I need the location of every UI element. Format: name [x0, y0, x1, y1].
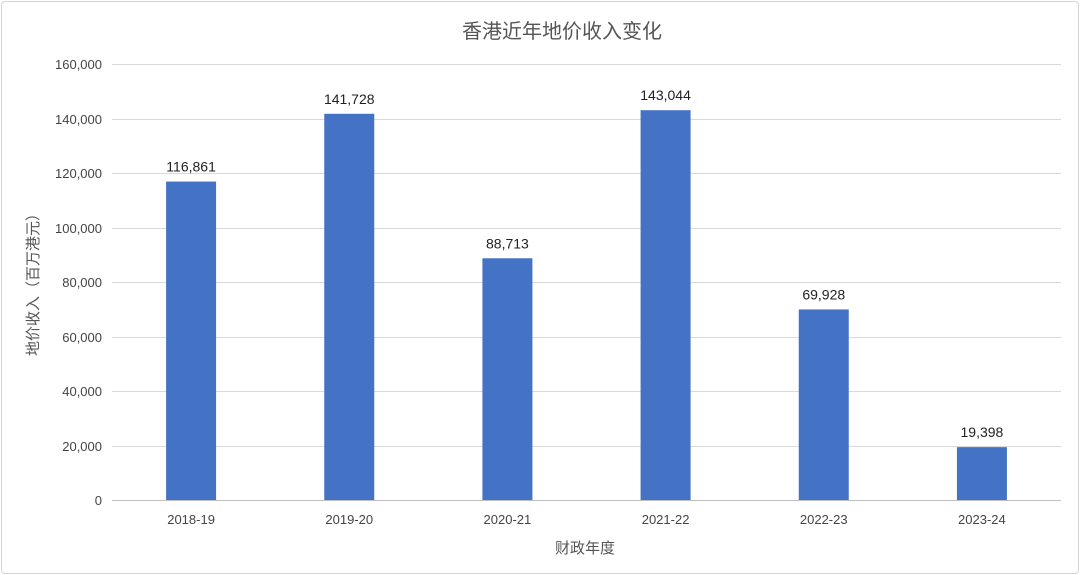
data-label: 69,928: [802, 286, 845, 302]
y-tick-label: 20,000: [62, 439, 102, 454]
x-tick-label: 2019-20: [325, 512, 373, 527]
y-tick-label: 160,000: [55, 57, 102, 72]
y-tick-labels: 0 20,000 40,000 60,000 80,000 100,000 120,000 1…: [55, 57, 102, 508]
bar-2019-20: [324, 113, 375, 500]
gridlines: [112, 64, 1061, 501]
x-tick-labels: 2018-19 2019-20 2020-21 2021-22 2022-23 2023-…: [167, 512, 1006, 527]
data-label: 88,713: [486, 235, 529, 251]
bar-2023-24: [956, 447, 1007, 500]
y-axis-label: 地价收入（百万港元）: [24, 206, 42, 356]
x-tick-label: 2023-24: [958, 512, 1006, 527]
bar-2018-19: [166, 181, 217, 500]
bar-2022-23: [798, 309, 849, 500]
data-label: 141,728: [324, 91, 375, 107]
data-labels: 116,861 141,728 88,713 143,044 69,928 19,398: [166, 87, 1003, 440]
x-tick-label: 2021-22: [642, 512, 690, 527]
x-axis-label: 财政年度: [555, 539, 615, 557]
y-tick-label: 0: [95, 493, 102, 508]
x-tick-label: 2022-23: [800, 512, 848, 527]
y-tick-label: 80,000: [62, 275, 102, 290]
y-tick-label: 60,000: [62, 330, 102, 345]
data-label: 116,861: [166, 159, 216, 175]
x-tick-label: 2018-19: [167, 512, 215, 527]
bar-2020-21: [482, 258, 533, 500]
data-label: 19,398: [961, 424, 1004, 440]
y-tick-label: 140,000: [55, 112, 102, 127]
bars: [166, 110, 1007, 500]
y-tick-label: 100,000: [55, 221, 102, 236]
y-tick-label: 120,000: [55, 166, 102, 181]
chart-title: 香港近年地价收入变化: [462, 19, 662, 43]
bar-2021-22: [640, 110, 691, 500]
x-tick-label: 2020-21: [484, 512, 532, 527]
y-tick-label: 40,000: [62, 384, 102, 399]
data-label: 143,044: [640, 87, 691, 103]
